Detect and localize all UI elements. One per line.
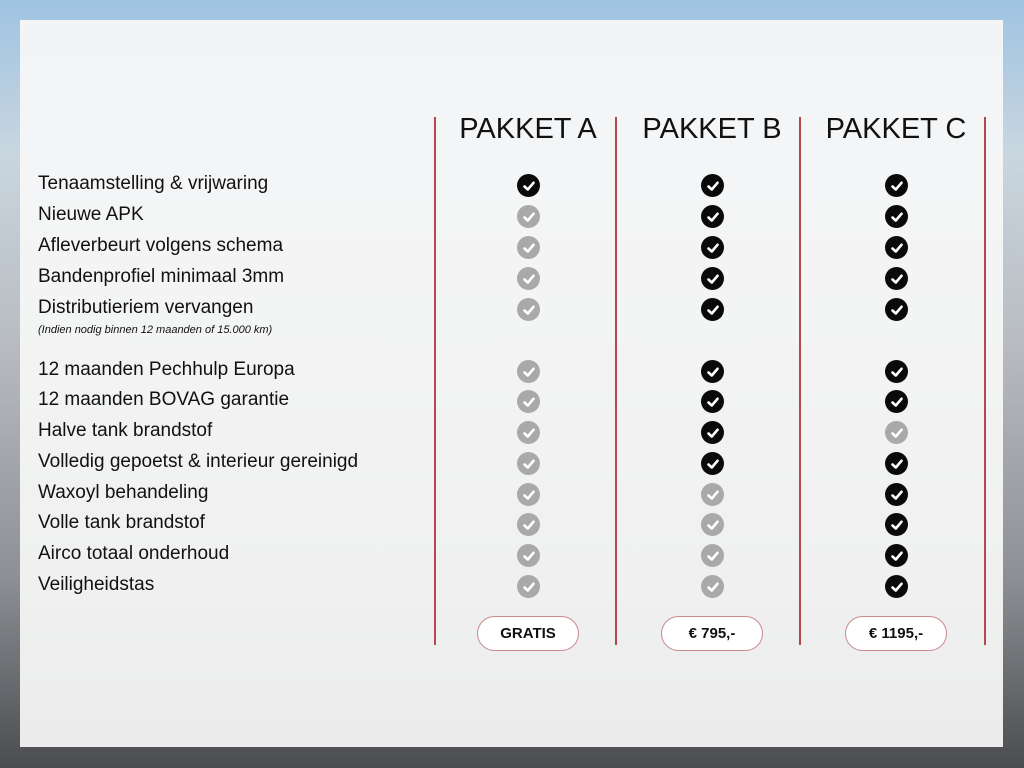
check-excluded-icon (517, 483, 540, 506)
feature-label: 12 maanden BOVAG garantie (38, 389, 290, 410)
check-excluded-icon (885, 421, 908, 444)
check-excluded-icon (701, 575, 724, 598)
check-included-icon (701, 174, 724, 197)
price-button[interactable]: GRATIS (477, 616, 579, 651)
check-excluded-icon (517, 575, 540, 598)
check-included-icon (885, 390, 908, 413)
check-included-icon (701, 298, 724, 321)
check-included-icon (885, 267, 908, 290)
check-included-icon (885, 360, 908, 383)
feature-label: 12 maanden Pechhulp Europa (38, 359, 295, 380)
feature-label: Tenaamstelling & vrijwaring (38, 173, 269, 194)
column-divider (799, 117, 801, 645)
feature-label: Volledig gepoetst & interieur gereinigd (38, 451, 359, 472)
check-included-icon (885, 575, 908, 598)
check-excluded-icon (517, 236, 540, 259)
check-included-icon (885, 483, 908, 506)
check-included-icon (701, 390, 724, 413)
check-included-icon (701, 421, 724, 444)
feature-label: Waxoyl behandeling (38, 482, 209, 503)
check-excluded-icon (701, 513, 724, 536)
price-button[interactable]: € 1195,- (845, 616, 947, 651)
feature-label: Bandenprofiel minimaal 3mm (38, 266, 285, 287)
check-included-icon (885, 452, 908, 475)
feature-label: Airco totaal onderhoud (38, 543, 230, 564)
feature-label: Afleverbeurt volgens schema (38, 235, 284, 256)
check-included-icon (885, 298, 908, 321)
check-excluded-icon (517, 298, 540, 321)
check-excluded-icon (701, 544, 724, 567)
check-excluded-icon (517, 360, 540, 383)
feature-label: Volle tank brandstof (38, 512, 205, 533)
check-excluded-icon (517, 513, 540, 536)
feature-label: Nieuwe APK (38, 204, 144, 225)
column-divider (434, 117, 436, 645)
feature-label: Distributieriem vervangen (38, 297, 254, 318)
check-included-icon (885, 544, 908, 567)
check-included-icon (701, 452, 724, 475)
check-excluded-icon (517, 390, 540, 413)
column-divider (615, 117, 617, 645)
feature-label: Halve tank brandstof (38, 420, 213, 441)
check-excluded-icon (517, 544, 540, 567)
package-header: PAKKET A (459, 113, 597, 145)
check-included-icon (701, 205, 724, 228)
check-excluded-icon (517, 267, 540, 290)
check-excluded-icon (517, 205, 540, 228)
check-included-icon (701, 267, 724, 290)
check-included-icon (885, 174, 908, 197)
feature-label: Veiligheidstas (38, 574, 155, 595)
column-divider (984, 117, 986, 645)
package-header: PAKKET C (825, 113, 967, 145)
price-button[interactable]: € 795,- (661, 616, 763, 651)
check-included-icon (701, 236, 724, 259)
check-excluded-icon (701, 483, 724, 506)
package-header: PAKKET B (642, 113, 782, 145)
check-included-icon (701, 360, 724, 383)
check-excluded-icon (517, 452, 540, 475)
check-included-icon (517, 174, 540, 197)
check-excluded-icon (517, 421, 540, 444)
check-included-icon (885, 513, 908, 536)
distributie-note: (Indien nodig binnen 12 maanden of 15.00… (38, 324, 273, 336)
check-included-icon (885, 205, 908, 228)
check-included-icon (885, 236, 908, 259)
